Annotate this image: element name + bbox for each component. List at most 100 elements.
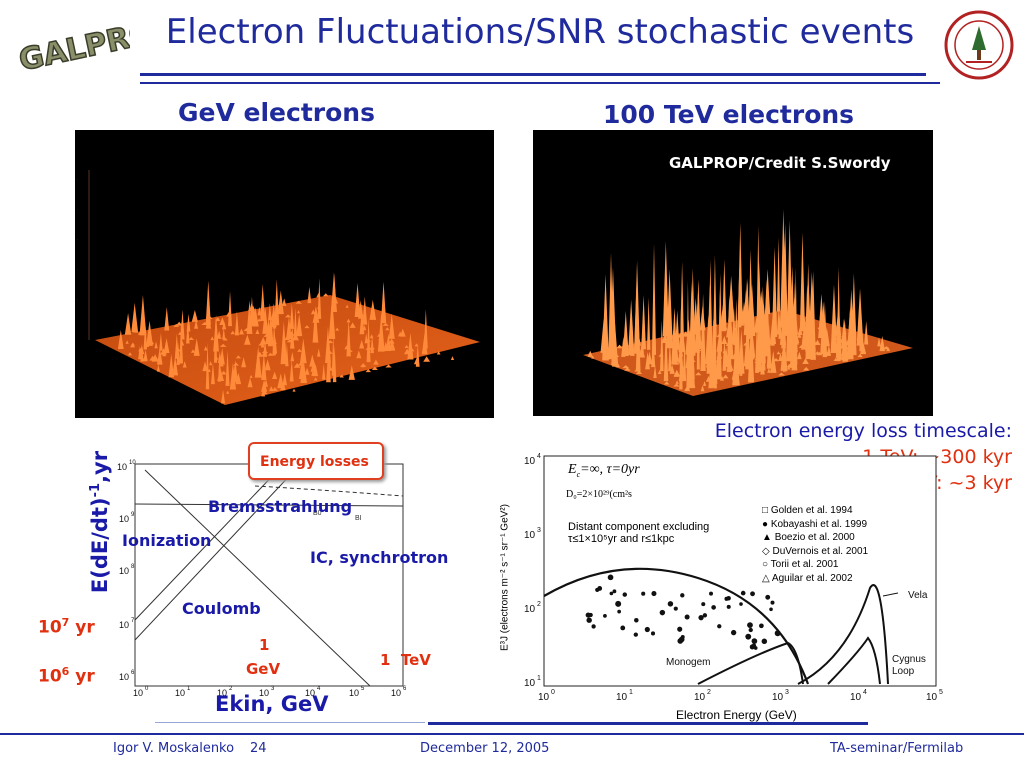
heading-100tev-electrons: 100 TeV electrons [603, 100, 855, 129]
surface-spike [307, 286, 312, 304]
surface-spike [241, 356, 247, 368]
surface-spike [651, 243, 657, 355]
spectrum-xlabel: Electron Energy (GeV) [676, 708, 797, 722]
surface-spike [622, 365, 630, 369]
timescale-heading: Electron energy loss timescale: [714, 420, 1012, 442]
surface-spike [316, 305, 321, 309]
spectrum-data-point [761, 638, 768, 644]
surface-spike [131, 302, 139, 333]
surface-spike [292, 388, 296, 392]
surface-spike [666, 269, 673, 349]
surface-spike [293, 362, 301, 368]
surface-spike [282, 372, 288, 386]
surface-spike [633, 282, 640, 354]
surface-spike [139, 295, 147, 336]
surface-spike [264, 359, 271, 371]
surface-spike [328, 296, 336, 339]
svg-text:10: 10 [129, 460, 136, 466]
surface-spike [299, 338, 307, 364]
surface-spike [141, 358, 147, 362]
surface-spike [127, 352, 133, 356]
footer-author: Igor V. Moskalenko [113, 741, 235, 756]
surface-spike [710, 327, 716, 388]
surface-spike [622, 310, 629, 357]
surface-spike [232, 360, 239, 383]
ylabel-main: E(dE/dt) [88, 497, 112, 594]
surface-spike [743, 327, 751, 365]
surface-spike [658, 353, 664, 357]
svg-text:4: 4 [537, 453, 541, 460]
surface-spike [662, 241, 669, 337]
loop-label: Loop [892, 666, 915, 677]
label-1e6-exp: 6 [61, 665, 70, 678]
surface-spike [238, 328, 245, 335]
surface-spike [179, 321, 184, 364]
stanford-seal [944, 10, 1014, 80]
title-rule-thin [140, 82, 940, 84]
surface-spike [627, 299, 635, 356]
surface-spike [313, 377, 318, 381]
svg-text:.: . [77, 296, 78, 302]
surface-spike [356, 350, 362, 359]
surface-spike [450, 356, 455, 360]
surface-spike [365, 369, 372, 373]
surface-spike [226, 390, 230, 394]
footer-venue: TA-seminar/Fermilab [830, 741, 964, 756]
cygnus-label: Cygnus [892, 654, 926, 665]
spectrum-ylabel: E³J (electrons m⁻² s⁻¹ sr⁻¹ GeV²) [499, 504, 511, 651]
svg-text:3: 3 [271, 686, 275, 692]
footer: Igor V. Moskalenko 24 December 12, 2005 … [0, 741, 1024, 759]
spectrum-data-point [644, 626, 650, 633]
spectrum-data-point [615, 600, 622, 607]
spectrum-data-point [717, 624, 722, 629]
surface-spike [215, 334, 223, 339]
surface-spike [370, 335, 374, 354]
surface-spike [759, 327, 763, 336]
surface-spike [311, 369, 315, 376]
surface-spike [362, 325, 367, 331]
surface-spike [125, 340, 129, 344]
surface-spike [146, 320, 153, 346]
surface-spike [140, 343, 144, 362]
surface-spike [776, 328, 781, 332]
surface-spike [168, 353, 175, 378]
spectrum-data-point [765, 594, 771, 600]
spectrum-data-point [609, 591, 614, 596]
svg-text:10: 10 [259, 688, 269, 698]
surface-spike [727, 295, 732, 364]
svg-text:10: 10 [850, 692, 862, 703]
surface-spike [763, 279, 770, 346]
svg-text:0: 0 [145, 686, 149, 692]
surface-spike [229, 362, 237, 390]
svg-text:0: 0 [551, 689, 555, 696]
surface-spike [800, 324, 804, 331]
surface-spike [760, 301, 764, 331]
surface-spike [836, 325, 842, 342]
surface-spike [605, 347, 612, 351]
spectrum-data-point [667, 601, 674, 607]
energy-losses-box [248, 442, 384, 480]
surface-spike [330, 272, 337, 312]
surface-spike [215, 317, 221, 322]
svg-text:5: 5 [361, 686, 365, 692]
label-1e6-base: 10 [38, 666, 62, 687]
svg-text:7: 7 [131, 618, 135, 624]
surface-spike [252, 307, 259, 327]
surface-spike [830, 284, 838, 353]
surface-spike [247, 377, 253, 388]
surface-spike [304, 367, 310, 375]
surface-spike [175, 321, 183, 326]
surface-spike [154, 341, 158, 349]
surface-spike [591, 355, 595, 359]
surface-spike [206, 315, 213, 319]
spectrum-data-point [770, 600, 775, 605]
surface-spike [695, 314, 702, 343]
surface-spike [219, 343, 227, 347]
surface-spike [755, 314, 760, 373]
legend-kobayashi: Kobayashi et al. 1999 [770, 518, 868, 530]
spectrum-data-point [620, 625, 626, 631]
surface-spike [290, 351, 295, 362]
svg-text:10: 10 [119, 672, 129, 682]
svg-text:2: 2 [229, 686, 233, 692]
svg-text:4: 4 [317, 686, 321, 692]
